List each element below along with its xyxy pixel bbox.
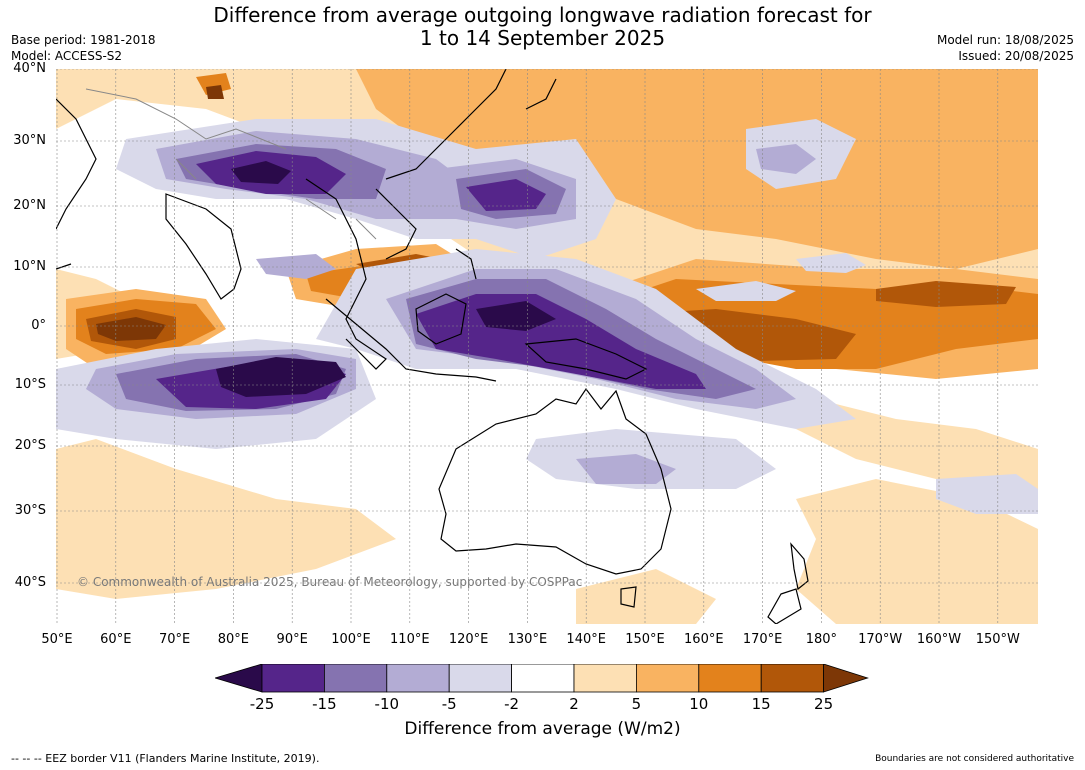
- latitude-label: 10°N: [13, 259, 46, 274]
- colorbar-tick-label: 2: [569, 695, 579, 713]
- longitude-label: 80°E: [217, 632, 250, 647]
- anomaly-map-canvas: [56, 69, 1038, 624]
- colorbar-segment: [573, 664, 637, 693]
- longitude-label: 150°E: [625, 632, 665, 647]
- colorbar-tick-label: -15: [312, 695, 337, 713]
- colorbar-tick-label: -25: [249, 695, 275, 713]
- colorbar-tick-label: 15: [751, 695, 771, 713]
- colorbar-tick-label: -5: [441, 695, 457, 713]
- latitude-label: 40°N: [13, 61, 46, 76]
- longitude-label: 120°E: [448, 632, 489, 647]
- latitude-label: 10°S: [14, 377, 46, 392]
- colorbar-tick-label: 25: [814, 695, 834, 713]
- latitude-label: 20°N: [13, 198, 46, 213]
- eez-border-note: -- -- -- EEZ border V11 (Flanders Marine…: [11, 752, 320, 765]
- colorbar-segment: [635, 664, 700, 693]
- tasmania-coastline: [620, 586, 637, 608]
- borneo-coastline: [415, 293, 467, 345]
- colorbar-segment: [386, 664, 450, 693]
- chart-title-line-2: 1 to 14 September 2025: [419, 26, 666, 50]
- meta-left: Base period: 1981-2018 Model: ACCESS-S2: [11, 32, 156, 64]
- colorbar-segment: [261, 664, 325, 693]
- longitude-label: 150°W: [975, 632, 1020, 647]
- latitude-label: 20°S: [14, 438, 46, 453]
- colorbar-tick-label: -10: [374, 695, 400, 713]
- colorbar-segment: [511, 664, 575, 693]
- colorbar-segment: [448, 664, 512, 693]
- longitude-label: 60°E: [100, 632, 132, 647]
- boundary-disclaimer: Boundaries are not considered authoritat…: [875, 754, 1074, 764]
- colorbar-segment: [324, 664, 388, 693]
- east-asia-coastline: [385, 69, 557, 280]
- longitude-label: 70°E: [158, 632, 191, 647]
- longitude-label: 160°E: [684, 632, 724, 647]
- java-sumatra-coastline: [325, 298, 497, 382]
- colorbar-tick-label: -2: [504, 695, 520, 713]
- colorbar-segment: [698, 664, 762, 693]
- australia-coastline: [438, 387, 672, 575]
- longitude-label: 180°: [805, 632, 838, 647]
- latitude-label: 30°N: [13, 133, 46, 148]
- longitude-label: 100°E: [331, 632, 371, 647]
- colorbar-extend-low: [215, 664, 263, 693]
- latitude-label: 0°: [31, 318, 46, 333]
- anomaly-field-positive-25: [96, 85, 224, 341]
- colorbar-tick-label: 10: [689, 695, 709, 713]
- longitude-label: 130°E: [507, 632, 548, 647]
- latitude-label: 30°S: [14, 503, 46, 518]
- longitude-label: 50°E: [41, 632, 73, 647]
- longitude-label: 140°E: [566, 632, 606, 647]
- longitude-label: 170°W: [858, 632, 903, 647]
- forecast-map: [56, 69, 1038, 624]
- colorbar-segment: [760, 664, 825, 693]
- new-zealand-coastline: [767, 542, 809, 624]
- model-run-text: Model run: 18/08/2025: [936, 33, 1074, 47]
- colorbar-tick-label: 5: [631, 695, 642, 713]
- map-gridlines: [56, 69, 1038, 624]
- copyright-text: © Commonwealth of Australia 2025, Bureau…: [77, 575, 583, 589]
- model-text: Model: ACCESS-S2: [11, 49, 123, 63]
- longitude-label: 160°W: [916, 632, 962, 647]
- base-period-text: Base period: 1981-2018: [11, 33, 156, 47]
- longitude-label: 90°E: [276, 632, 308, 647]
- new-guinea-coastline: [524, 338, 648, 380]
- colorbar: [215, 664, 869, 693]
- longitude-label: 170°E: [742, 632, 783, 647]
- issued-text: Issued: 20/08/2025: [958, 49, 1074, 63]
- chart-title-line-1: Difference from average outgoing longwav…: [213, 3, 872, 27]
- longitude-label: 110°E: [390, 632, 430, 647]
- india-coastline: [165, 193, 242, 300]
- country-borders: [85, 88, 377, 240]
- colorbar-title: Difference from average (W/m2): [404, 719, 681, 739]
- meta-right: Model run: 18/08/2025 Issued: 20/08/2025: [937, 32, 1074, 64]
- latitude-label: 40°S: [14, 575, 46, 590]
- colorbar-extend-high: [823, 664, 869, 693]
- anomaly-field-negative-25: [216, 161, 556, 397]
- chart-title: Difference from average outgoing longwav…: [0, 4, 1085, 50]
- arabia-coastline: [56, 98, 97, 270]
